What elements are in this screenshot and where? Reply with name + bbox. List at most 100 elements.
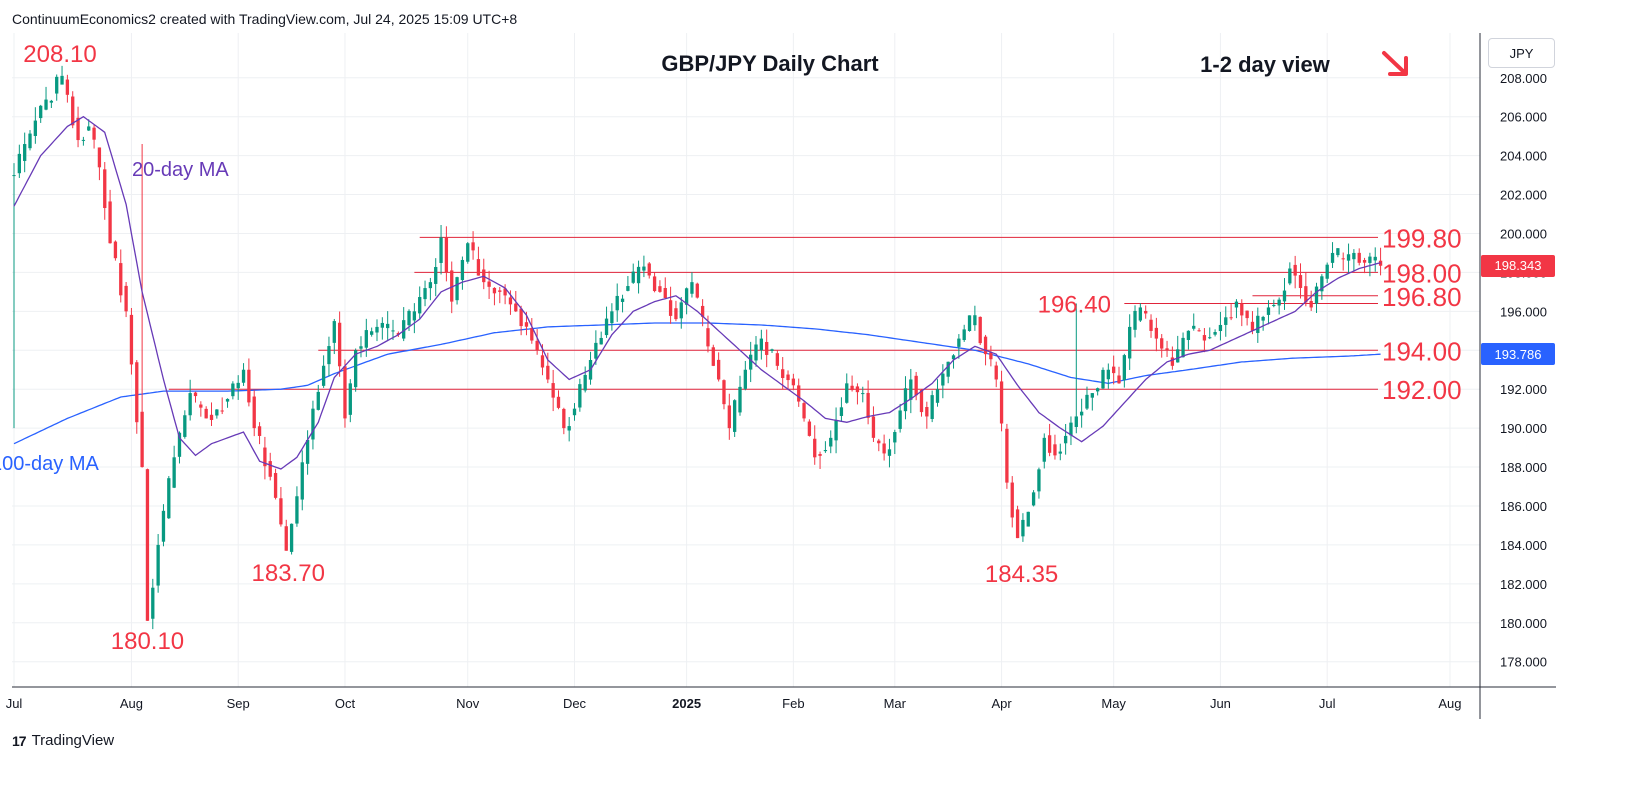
candle-body (1037, 469, 1041, 492)
candle-body (690, 282, 694, 294)
candle-body (380, 322, 384, 328)
candle-body (215, 409, 219, 416)
y-tick-label: 192.000 (1500, 382, 1547, 397)
candle-body (1202, 335, 1207, 341)
candle-body (551, 383, 555, 398)
candle-body (418, 297, 422, 314)
y-tick-label: 196.000 (1500, 304, 1547, 319)
candle-body (76, 117, 80, 141)
candle-body (1272, 305, 1276, 307)
candle-body (562, 408, 566, 429)
candle-body (113, 241, 118, 259)
footer-brand[interactable]: 17 TradingView (12, 732, 114, 749)
candle-body (1026, 511, 1030, 527)
candle-body (305, 439, 310, 464)
candle-body (321, 365, 326, 386)
level-label: 196.80 (1382, 282, 1462, 312)
candle-body (124, 285, 128, 312)
candle-body (1240, 303, 1244, 316)
candle-body (604, 318, 609, 336)
candle-body (359, 346, 363, 349)
candle-body (1320, 276, 1324, 292)
chart-grid (12, 33, 1480, 687)
candle-body (738, 386, 742, 413)
candle-body (466, 243, 470, 262)
candle-body (749, 354, 753, 370)
candle-body (1128, 326, 1132, 359)
candle-body (727, 405, 731, 429)
candle-body (353, 350, 358, 388)
candle-body (620, 298, 625, 302)
candle-body (674, 308, 678, 320)
candle-body (1005, 428, 1009, 483)
x-tick-label: Feb (782, 696, 804, 711)
candle-body (268, 461, 272, 477)
candle-body (188, 393, 192, 416)
candle-body (1368, 256, 1372, 263)
candle-body (829, 437, 833, 447)
candle-body (1053, 444, 1057, 456)
candle-body (370, 331, 374, 335)
candle-body (423, 288, 427, 300)
candle-body (1245, 310, 1249, 319)
x-tick-label: Mar (884, 696, 907, 711)
candle-body (1042, 437, 1046, 462)
candle-body (1304, 286, 1308, 303)
candle-body (919, 389, 924, 413)
candle-body (1181, 337, 1185, 358)
currency-button[interactable]: JPY (1488, 38, 1555, 68)
footer-brand-text: TradingView (31, 732, 115, 749)
candle-body (642, 266, 646, 271)
candle-body (263, 447, 267, 467)
candle-body (1058, 451, 1062, 454)
x-tick-label: Jul (6, 696, 23, 711)
candle-body (327, 346, 331, 365)
candle-body (1373, 256, 1377, 261)
candle-body (402, 320, 406, 339)
candle-body (578, 384, 582, 408)
candle-body (193, 392, 198, 397)
candle-body (1341, 258, 1345, 260)
candle-body (1015, 509, 1020, 539)
candle-body (775, 353, 780, 366)
candle-body (231, 383, 235, 397)
level-label: 199.80 (1382, 223, 1462, 253)
candle-body (839, 407, 844, 416)
candle-body (983, 336, 988, 355)
candle-body (1218, 324, 1223, 332)
candle-body (428, 282, 433, 289)
candle-body (957, 338, 961, 347)
candle-body (129, 314, 134, 365)
ma20-series (13, 115, 1381, 470)
candle-body (17, 153, 21, 174)
y-tick-label: 200.000 (1500, 226, 1547, 241)
candle-body (845, 383, 849, 403)
ma100-series (13, 322, 1381, 445)
y-tick-label: 184.000 (1500, 538, 1547, 553)
candle-body (311, 408, 315, 440)
candle-body (1186, 330, 1191, 340)
candle-body (514, 303, 518, 312)
x-tick-label: Jun (1210, 696, 1231, 711)
candle-body (199, 404, 203, 408)
candle-body (866, 392, 870, 418)
chart-annotation: 184.35 (985, 561, 1058, 588)
level-label: 198.00 (1382, 258, 1462, 288)
candle-body (925, 407, 929, 417)
candle-body (540, 355, 545, 368)
candle-body (759, 338, 764, 351)
candle-body (450, 270, 454, 302)
y-tick-label: 208.000 (1500, 71, 1547, 86)
candle-body (1208, 337, 1212, 339)
candle-body (1149, 319, 1153, 331)
candle-body (439, 237, 443, 263)
candle-body (49, 100, 54, 103)
candle-body (177, 432, 182, 457)
candle-body (700, 305, 705, 317)
candle-body (722, 380, 726, 405)
x-tick-label: Dec (563, 696, 587, 711)
x-tick-label: Nov (456, 696, 480, 711)
candle-body (850, 385, 854, 391)
candle-body (754, 344, 758, 361)
candle-body (1336, 248, 1340, 256)
